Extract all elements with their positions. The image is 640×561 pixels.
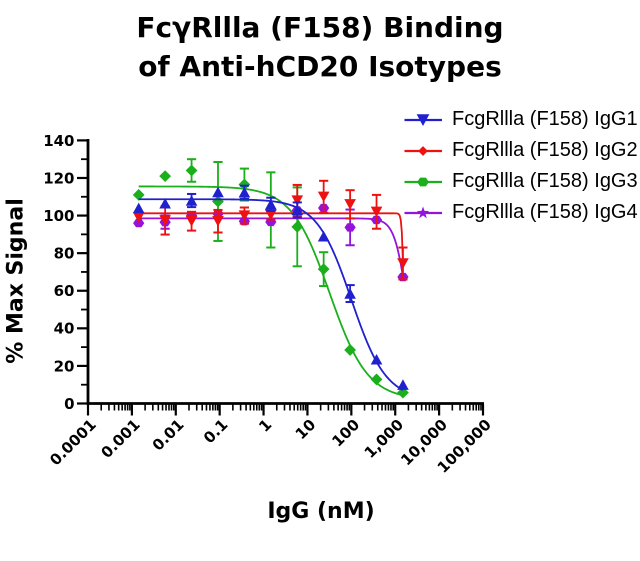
legend-row-igg3: FcgRllla (F158) IgG3 bbox=[404, 166, 638, 197]
triangle-down-marker bbox=[344, 199, 356, 210]
triangle-up-marker bbox=[397, 379, 409, 390]
legend-label-igg1: FcgRllla (F158) IgG1 bbox=[452, 108, 638, 130]
diamond-marker bbox=[418, 145, 428, 156]
legend: FcgRllla (F158) IgG1 FcgRllla (F158) IgG… bbox=[404, 104, 638, 228]
chart-title: FcγRllla (F158) Binding of Anti-hCD20 Is… bbox=[0, 8, 640, 86]
diamond-marker bbox=[185, 164, 198, 177]
triangle-down-marker bbox=[291, 195, 304, 206]
y-tick-label: 60 bbox=[54, 282, 75, 300]
x-tick-label: 1 bbox=[255, 416, 275, 436]
series-fcgrllla-f158-igg3 bbox=[132, 158, 409, 399]
igg1-legend-marker-icon bbox=[404, 113, 442, 126]
triangle-up-marker bbox=[132, 202, 145, 214]
triangle-down-marker bbox=[265, 209, 277, 221]
triangle-down-marker bbox=[159, 215, 171, 226]
diamond-marker bbox=[212, 195, 224, 208]
chart-title-line2: of Anti-hCD20 Isotypes bbox=[138, 49, 502, 83]
triangle-down-marker bbox=[397, 258, 409, 269]
triangle-up-marker bbox=[344, 288, 356, 299]
triangle-up-marker bbox=[265, 198, 277, 210]
series-fcgrllla-f158-igg2 bbox=[132, 179, 409, 281]
x-tick-label: 0.0001 bbox=[46, 416, 100, 470]
legend-row-igg4: FcgRllla (F158) IgG4 bbox=[404, 197, 638, 228]
diamond-marker bbox=[132, 189, 145, 201]
y-axis-ticks: 0 20 40 60 80 100 120 140 bbox=[43, 132, 87, 413]
y-tick-label: 0 bbox=[64, 395, 74, 413]
axes bbox=[86, 139, 484, 405]
diamond-marker bbox=[159, 170, 172, 183]
triangle-down-marker bbox=[132, 212, 145, 223]
hexagon-marker bbox=[344, 223, 356, 232]
triangle-up-marker bbox=[238, 186, 251, 198]
diamond-marker bbox=[291, 220, 304, 233]
chart-title-line1: FcγRllla (F158) Binding bbox=[136, 10, 504, 44]
diamond-marker bbox=[344, 344, 357, 356]
igg2-legend-marker-icon bbox=[404, 145, 442, 156]
star-marker bbox=[416, 206, 430, 218]
diamond-marker bbox=[317, 263, 330, 276]
legend-label-igg3: FcgRllla (F158) IgG3 bbox=[452, 170, 638, 192]
triangle-down-marker bbox=[238, 210, 251, 221]
x-axis-label: IgG (nM) bbox=[267, 499, 375, 524]
legend-label-igg2: FcgRllla (F158) IgG2 bbox=[452, 139, 638, 161]
triangle-up-marker bbox=[159, 197, 171, 209]
y-tick-label: 20 bbox=[54, 357, 75, 375]
y-tick-label: 100 bbox=[43, 207, 74, 225]
triangle-down-marker bbox=[317, 191, 330, 203]
triangle-up-marker bbox=[291, 204, 304, 216]
legend-label-igg4: FcgRllla (F158) IgG4 bbox=[452, 201, 638, 223]
x-tick-label: 0.01 bbox=[149, 416, 188, 455]
triangle-down-marker bbox=[370, 206, 383, 218]
igg4-legend-marker-icon bbox=[404, 206, 442, 218]
triangle-down-marker bbox=[185, 216, 198, 227]
x-tick-label: 10 bbox=[292, 416, 319, 443]
diamond-marker bbox=[238, 178, 251, 191]
triangle-up-marker bbox=[185, 195, 198, 206]
triangle-up-marker bbox=[370, 353, 383, 365]
triangle-down-marker bbox=[212, 216, 224, 227]
igg3-legend-marker-icon bbox=[404, 177, 442, 186]
y-tick-label: 120 bbox=[43, 169, 74, 187]
series-fcgrllla-f158-igg1 bbox=[132, 184, 409, 391]
triangle-down-marker bbox=[416, 113, 430, 126]
legend-row-igg1: FcgRllla (F158) IgG1 bbox=[404, 104, 638, 135]
x-tick-label: 100 bbox=[328, 416, 363, 451]
hexagon-marker bbox=[133, 218, 145, 228]
y-tick-label: 40 bbox=[54, 320, 75, 338]
y-tick-label: 80 bbox=[54, 245, 75, 263]
legend-row-igg2: FcgRllla (F158) IgG2 bbox=[404, 135, 638, 166]
diamond-marker bbox=[370, 373, 383, 386]
y-tick-label: 140 bbox=[43, 132, 74, 150]
hexagon-marker bbox=[417, 177, 429, 186]
triangle-up-marker bbox=[212, 186, 224, 198]
x-tick-label: 0.001 bbox=[97, 416, 143, 462]
x-tick-label: 0.1 bbox=[200, 416, 232, 448]
triangle-up-marker bbox=[317, 230, 330, 242]
